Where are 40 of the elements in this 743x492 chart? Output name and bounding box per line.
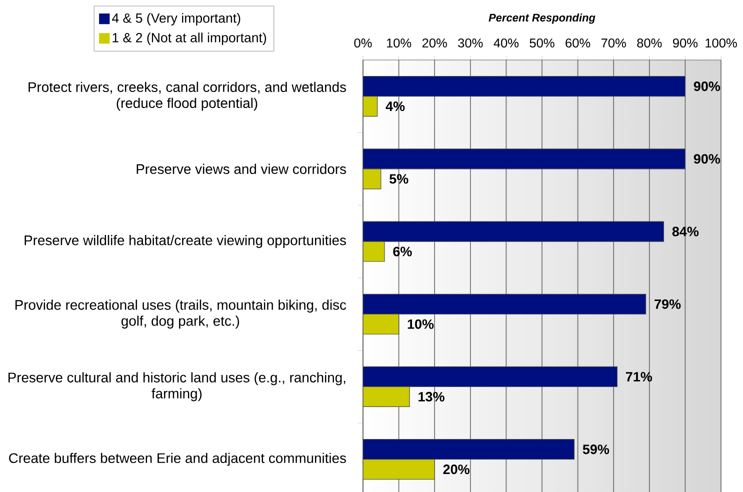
- x-tick-label: 90%: [672, 38, 698, 48]
- x-tick-label: 60%: [566, 38, 590, 48]
- data-label: 79%: [654, 299, 681, 309]
- x-tick-label: 100%: [706, 38, 737, 48]
- bar: [363, 221, 664, 242]
- bar: [363, 148, 686, 170]
- bar: [363, 168, 382, 190]
- bar: [363, 96, 378, 117]
- bar: [363, 366, 618, 388]
- data-label: 59%: [582, 444, 610, 454]
- x-tick-label: 30%: [458, 38, 483, 48]
- x-tick-label: 10%: [386, 38, 412, 48]
- data-label: 84%: [672, 226, 699, 236]
- bar: [363, 386, 410, 408]
- x-axis-title: Percent Responding: [488, 13, 596, 24]
- data-label: 10%: [408, 319, 434, 329]
- x-tick-label: 50%: [530, 38, 554, 48]
- legend-label: 1 & 2 (Not at all important): [112, 32, 266, 45]
- y-tick-label: Preserve cultural and historic land uses (e.g., ranching, farming): [8, 372, 346, 402]
- x-tick-label: 20%: [422, 38, 447, 48]
- data-label: 71%: [626, 372, 652, 382]
- x-tick-label: 80%: [637, 38, 662, 48]
- data-label: 90%: [694, 154, 720, 164]
- y-tick-label: Provide recreational uses (trails, mountain biking, disc golf, dog park, etc.): [15, 300, 346, 329]
- legend-label: 4 & 5 (Very important): [112, 13, 240, 26]
- x-tick-label: 70%: [601, 38, 626, 48]
- bar: [363, 439, 575, 460]
- y-tick-label: Preserve views and view corridors: [136, 164, 346, 174]
- data-label: 90%: [694, 82, 720, 92]
- bar: [363, 241, 385, 262]
- data-label: 20%: [443, 464, 470, 474]
- y-tick-label: Create buffers between Erie and adjacent communities: [9, 452, 346, 466]
- x-tick-label: 0%: [354, 38, 372, 48]
- bar: [363, 459, 435, 480]
- bar: [363, 294, 646, 314]
- bar: [363, 76, 686, 97]
- bar: [363, 314, 400, 334]
- x-tick-label: 40%: [494, 38, 519, 48]
- y-tick-label: Protect rivers, creeks, canal corridors, and wetlands (reduce flood potential): [28, 82, 346, 111]
- y-tick-label: Preserve wildlife habitat/create viewing opportunities: [24, 235, 346, 248]
